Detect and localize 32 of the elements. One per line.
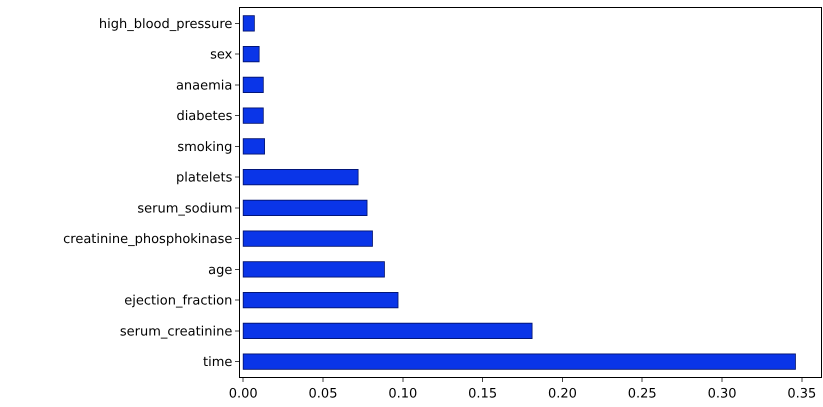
bar — [242, 261, 385, 278]
bar — [242, 169, 359, 186]
bar — [242, 108, 264, 124]
x-tick-label: 0.00 — [228, 386, 258, 402]
y-tick-label: serum_creatinine — [120, 324, 232, 340]
y-tick-label: creatinine_phosphokinase — [63, 232, 232, 248]
bar — [242, 322, 532, 339]
y-tick-label: sex — [210, 48, 233, 63]
x-tick-label: 0.35 — [787, 386, 816, 402]
y-tick-label: serum_sodium — [137, 201, 232, 216]
y-tick-label: smoking — [177, 140, 232, 155]
x-tick-label: 0.20 — [548, 386, 577, 402]
bar — [242, 46, 260, 62]
y-tick-label: platelets — [176, 170, 233, 186]
x-tick-label: 0.10 — [388, 386, 418, 402]
bar — [242, 138, 265, 154]
bar — [242, 230, 373, 247]
bar — [242, 354, 796, 370]
x-tick-label: 0.25 — [628, 386, 657, 402]
bar — [242, 200, 368, 216]
bar — [242, 292, 398, 308]
bar — [242, 15, 255, 32]
y-tick-label: time — [203, 355, 232, 370]
bar — [242, 76, 264, 93]
y-tick-label: high_blood_pressure — [98, 16, 232, 32]
y-tick-label: age — [208, 262, 232, 278]
y-tick-label: anaemia — [176, 78, 232, 94]
x-tick-label: 0.05 — [308, 386, 338, 402]
y-tick-label: ejection_fraction — [124, 294, 232, 309]
y-tick-label: diabetes — [176, 109, 233, 124]
x-tick-label: 0.30 — [708, 386, 737, 402]
x-tick-label: 0.15 — [468, 386, 498, 402]
